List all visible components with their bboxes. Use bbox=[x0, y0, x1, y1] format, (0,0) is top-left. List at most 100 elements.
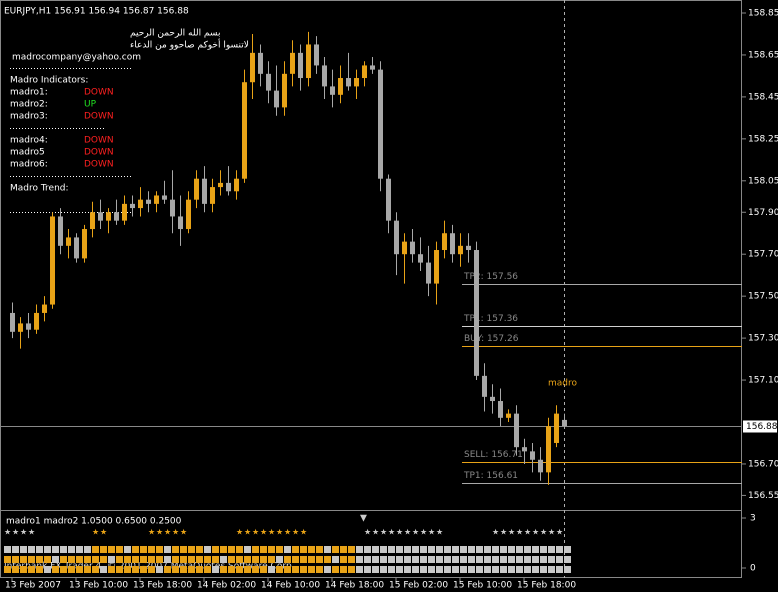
star: ★ bbox=[148, 528, 155, 537]
signal-cell bbox=[372, 546, 379, 553]
signal-cell bbox=[212, 566, 219, 573]
signal-cell bbox=[436, 556, 443, 563]
signal-cell bbox=[332, 566, 339, 573]
indicator-name: madro1: bbox=[10, 88, 48, 98]
signal-cell bbox=[516, 556, 523, 563]
signal-cell bbox=[28, 556, 35, 563]
signal-cell bbox=[92, 556, 99, 563]
signal-cell bbox=[412, 546, 419, 553]
candle-body bbox=[98, 212, 103, 221]
signal-cell bbox=[276, 566, 283, 573]
candle-body bbox=[386, 178, 391, 221]
signal-cell bbox=[412, 566, 419, 573]
signal-cell bbox=[172, 546, 179, 553]
star: ★ bbox=[180, 528, 187, 537]
star: ★ bbox=[20, 528, 27, 537]
signal-cell bbox=[404, 556, 411, 563]
candle-body bbox=[218, 182, 223, 188]
candle-body bbox=[178, 216, 183, 230]
star: ★ bbox=[12, 528, 19, 537]
signal-cell bbox=[404, 566, 411, 573]
signal-cell bbox=[348, 566, 355, 573]
candle-body bbox=[258, 52, 263, 74]
signal-cell bbox=[444, 556, 451, 563]
signal-cell bbox=[324, 556, 331, 563]
signal-cell bbox=[148, 556, 155, 563]
y-tick-label: 158.65 bbox=[748, 50, 778, 60]
signal-cell bbox=[284, 556, 291, 563]
star: ★ bbox=[532, 528, 539, 537]
signal-cell bbox=[84, 546, 91, 553]
signal-cell bbox=[252, 546, 259, 553]
signal-cell bbox=[132, 556, 139, 563]
candle-body bbox=[434, 250, 439, 284]
signal-cell bbox=[332, 556, 339, 563]
star: ★ bbox=[500, 528, 507, 537]
signal-cell bbox=[268, 566, 275, 573]
candle-body bbox=[330, 86, 335, 95]
signal-cell bbox=[108, 566, 115, 573]
x-tick-label: 13 Feb 10:00 bbox=[69, 581, 128, 591]
indicator-name: madro3: bbox=[10, 112, 48, 122]
signal-cell bbox=[500, 556, 507, 563]
signal-cell bbox=[356, 566, 363, 573]
signal-cell bbox=[500, 546, 507, 553]
candle-body bbox=[186, 199, 191, 230]
signal-cell bbox=[452, 556, 459, 563]
star: ★ bbox=[556, 528, 563, 537]
candle-body bbox=[146, 199, 151, 204]
signal-cell bbox=[372, 556, 379, 563]
candle-body bbox=[450, 233, 455, 255]
candle-body bbox=[122, 203, 127, 221]
indicator-name: madro4: bbox=[10, 136, 48, 146]
signal-cell bbox=[132, 566, 139, 573]
current-price-label: 156.88 bbox=[746, 422, 778, 432]
info-line: بسم الله الرحمن الرحيم bbox=[130, 29, 220, 39]
y-tick-label: 0 bbox=[750, 564, 756, 574]
signal-cell bbox=[468, 566, 475, 573]
candle-body bbox=[170, 199, 175, 217]
signal-cell bbox=[116, 546, 123, 553]
candle-body bbox=[346, 78, 351, 87]
signal-cell bbox=[172, 566, 179, 573]
signal-cell bbox=[276, 546, 283, 553]
x-tick-label: 14 Feb 02:00 bbox=[197, 581, 256, 591]
signal-cell bbox=[140, 556, 147, 563]
candle-body bbox=[50, 216, 55, 305]
signal-cell bbox=[340, 556, 347, 563]
signal-cell bbox=[276, 556, 283, 563]
candle-body bbox=[130, 203, 135, 209]
signal-cell bbox=[284, 566, 291, 573]
signal-cell bbox=[452, 546, 459, 553]
signal-cell bbox=[556, 556, 563, 563]
star: ★ bbox=[372, 528, 379, 537]
signal-cell bbox=[196, 566, 203, 573]
candle-body bbox=[26, 323, 31, 330]
x-tick-label: 15 Feb 02:00 bbox=[389, 581, 448, 591]
candle-body bbox=[546, 426, 551, 473]
signal-cell bbox=[172, 556, 179, 563]
signal-cell bbox=[76, 566, 83, 573]
signal-cell bbox=[564, 556, 571, 563]
signal-cell bbox=[164, 546, 171, 553]
signal-cell bbox=[28, 566, 35, 573]
signal-cell bbox=[460, 546, 467, 553]
signal-cell bbox=[124, 546, 131, 553]
signal-cell bbox=[508, 546, 515, 553]
signal-cell bbox=[444, 566, 451, 573]
info-line: لاتنسوا أخوكم صاحوو من الدعاء bbox=[130, 39, 249, 51]
signal-cell bbox=[20, 566, 27, 573]
star: ★ bbox=[268, 528, 275, 537]
level-label: TP1: 156.61 bbox=[463, 471, 518, 481]
star: ★ bbox=[540, 528, 547, 537]
signal-cell bbox=[44, 546, 51, 553]
candle-body bbox=[34, 312, 39, 330]
signal-cell bbox=[116, 566, 123, 573]
signal-cell bbox=[68, 566, 75, 573]
signal-cell bbox=[204, 556, 211, 563]
signal-cell bbox=[244, 556, 251, 563]
signal-cell bbox=[388, 556, 395, 563]
y-tick-label: 157.90 bbox=[748, 208, 778, 218]
signal-cell bbox=[44, 566, 51, 573]
candle-body bbox=[522, 447, 527, 452]
